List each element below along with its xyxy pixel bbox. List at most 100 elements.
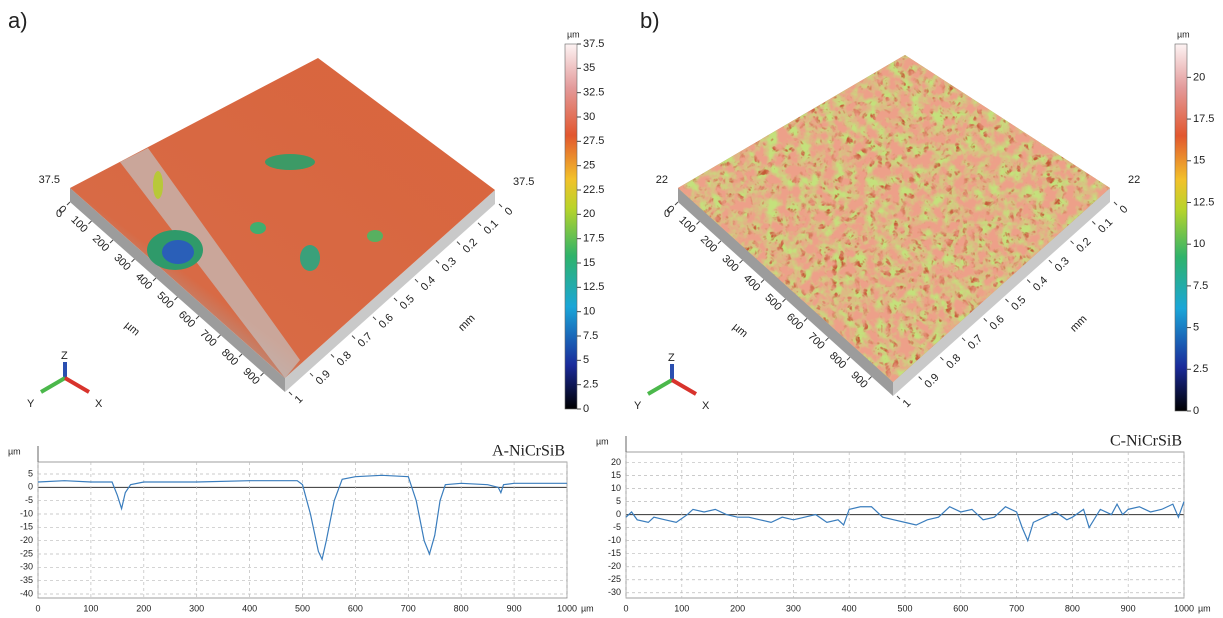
- y-tick: [435, 260, 440, 264]
- z-max-label: 37.5: [513, 176, 534, 188]
- colorbar-tick-label: 0: [583, 403, 589, 415]
- y-tick: [1005, 298, 1009, 303]
- y-tick-label: 0.3: [1053, 255, 1072, 274]
- x-tick: [152, 277, 157, 282]
- x-tick-label: 200: [698, 234, 719, 255]
- y-tick: [1070, 240, 1074, 245]
- y-tick-label: -35: [20, 575, 33, 585]
- colorbar-tick-label: 35: [583, 62, 595, 74]
- x-tick-label: 0: [35, 603, 40, 613]
- y-tick-label: -25: [608, 574, 621, 584]
- colorbar-tick-label: 17.5: [1193, 113, 1214, 125]
- triad-x: [670, 378, 698, 396]
- chart-title: A-NiCrSiB: [492, 443, 565, 460]
- panel-label: a): [8, 8, 28, 33]
- y-tick: [1091, 221, 1096, 225]
- y-tick: [351, 335, 356, 339]
- colorbar-tick-label: 17.5: [583, 233, 604, 245]
- colorbar: [1174, 43, 1188, 412]
- y-tick-label: 0.9: [922, 371, 941, 390]
- y-tick-label: -30: [20, 562, 33, 572]
- x-tick-label: 600: [176, 309, 197, 330]
- x-tick-label: 300: [111, 252, 132, 273]
- x-tick-label: 600: [953, 603, 968, 613]
- y-tick: [1026, 279, 1031, 283]
- y-tick-label: 0.2: [461, 236, 480, 255]
- colorbar-tick-label: 10: [1193, 238, 1205, 250]
- x-tick: [696, 221, 700, 225]
- x-tick-label: 500: [897, 603, 912, 613]
- triad-label: X: [702, 400, 710, 412]
- y-tick-label: 0.5: [1009, 294, 1028, 313]
- x-tick: [66, 201, 71, 206]
- x-tick-label: 700: [401, 603, 416, 613]
- y-tick-label: 0: [503, 205, 516, 218]
- x-tick-label: 1000: [557, 603, 577, 613]
- x-tick-label: 900: [848, 369, 869, 390]
- y-tick: [1113, 201, 1118, 206]
- x-tick-label: 800: [219, 347, 240, 368]
- x-axis-label: µm: [730, 321, 750, 340]
- colorbar-tick-label: 15: [1193, 155, 1205, 167]
- x-tick-label: 1000: [1174, 603, 1194, 613]
- colorbar-unit: µm: [567, 29, 580, 39]
- x-tick: [868, 376, 872, 380]
- y-tick-label: 0.6: [377, 312, 396, 331]
- y-tick-label: -40: [20, 588, 33, 598]
- x-tick-label: 200: [730, 603, 745, 613]
- surface-a: [70, 58, 495, 392]
- colorbar-tick-label: 37.5: [583, 38, 604, 50]
- y-tick-label: -5: [25, 495, 33, 505]
- y-unit: µm: [8, 446, 21, 456]
- y-axis-label: mm: [456, 312, 477, 333]
- y-tick-label: 0.4: [419, 274, 438, 293]
- y-tick-label: 0.1: [1096, 216, 1115, 235]
- colorbar-tick-label: 5: [1193, 321, 1199, 333]
- x-tick: [825, 337, 829, 342]
- y-tick-label: -5: [613, 522, 621, 532]
- profile-line: [625, 501, 1185, 543]
- colorbar-tick-label: 22.5: [583, 184, 604, 196]
- triad-y: [646, 378, 674, 396]
- surface-b: [678, 55, 1110, 396]
- y-tick-label: 20: [611, 457, 621, 467]
- x-tick-label: 700: [805, 331, 826, 352]
- x-tick: [260, 372, 264, 377]
- x-tick-label: 100: [674, 603, 689, 613]
- y-tick-label: 5: [28, 468, 33, 478]
- x-tick-label: 700: [1009, 603, 1024, 613]
- y-tick-label: 0.7: [356, 330, 375, 349]
- y-tick-label: -15: [608, 548, 621, 558]
- colorbar-tick-label: 5: [583, 354, 589, 366]
- x-tick-label: 900: [507, 603, 522, 613]
- x-tick-label: 400: [741, 272, 762, 293]
- colorbar-tick-label: 32.5: [583, 87, 604, 99]
- y-tick-label: -15: [20, 522, 33, 532]
- x-tick: [674, 201, 679, 206]
- colorbar-tick-label: 20: [583, 208, 595, 220]
- y-tick-label: -20: [20, 535, 33, 545]
- colorbar-tick-label: 12.5: [583, 281, 604, 293]
- x-tick-label: 500: [762, 292, 783, 313]
- y-tick: [896, 395, 901, 400]
- x-unit: µm: [1198, 603, 1211, 613]
- x-tick-label: 800: [1065, 603, 1080, 613]
- colorbar-tick-label: 25: [583, 160, 595, 172]
- z-zero-label: 0: [664, 208, 670, 220]
- x-tick-label: 300: [719, 253, 740, 274]
- y-tick-label: 10: [611, 483, 621, 493]
- y-tick-label: 0.7: [966, 333, 985, 352]
- y-tick: [372, 316, 377, 321]
- x-tick: [88, 220, 92, 225]
- y-tick-label: -10: [608, 535, 621, 545]
- y-tick-label: 0: [616, 509, 621, 519]
- y-tick: [983, 318, 988, 322]
- x-tick: [782, 298, 786, 303]
- x-tick-label: 800: [454, 603, 469, 613]
- colorbar-tick-label: 15: [583, 257, 595, 269]
- x-tick-label: 900: [1121, 603, 1136, 613]
- colorbar-tick-label: 7.5: [1193, 280, 1208, 292]
- y-tick: [330, 354, 335, 358]
- y-tick: [288, 391, 293, 396]
